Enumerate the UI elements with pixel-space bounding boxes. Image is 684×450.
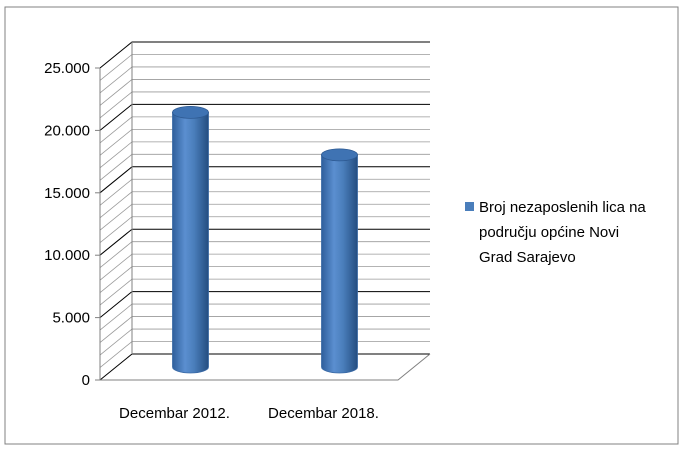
- legend-label-line-3: Grad Sarajevo: [479, 249, 576, 266]
- legend-label: Broj nezaposlenih lica na području općin…: [479, 199, 650, 266]
- legend-swatch: [465, 202, 474, 211]
- bar-top: [172, 106, 209, 119]
- y-tick-label: 5.000: [52, 310, 90, 327]
- y-tick-label: 10.000: [44, 247, 90, 264]
- label-layer: 0 5.000 10.000 15.000 20.000 25.000 Decembar 2…: [44, 60, 379, 422]
- legend-label-line-2: području općine Novi: [479, 224, 619, 241]
- bar-top: [321, 148, 358, 162]
- y-tick-label: 25.000: [44, 60, 90, 77]
- floor-edge: [100, 353, 431, 381]
- axis-layer: [95, 42, 431, 381]
- legend-label-line-1: Broj nezaposlenih lica na: [479, 199, 646, 216]
- bar-layer: [172, 106, 358, 374]
- bar-1: [172, 106, 209, 374]
- y-tick-label: 20.000: [44, 122, 90, 139]
- legend: Broj nezaposlenih lica na području općin…: [465, 199, 650, 266]
- bar-body: [172, 112, 209, 374]
- x-category-label: Decembar 2012.: [119, 405, 230, 422]
- x-category-label: Decembar 2018.: [268, 405, 379, 422]
- y-tick-label: 15.000: [44, 185, 90, 202]
- bar-body: [321, 154, 358, 374]
- y-tick-label: 0: [82, 372, 90, 389]
- bar-2: [321, 148, 358, 374]
